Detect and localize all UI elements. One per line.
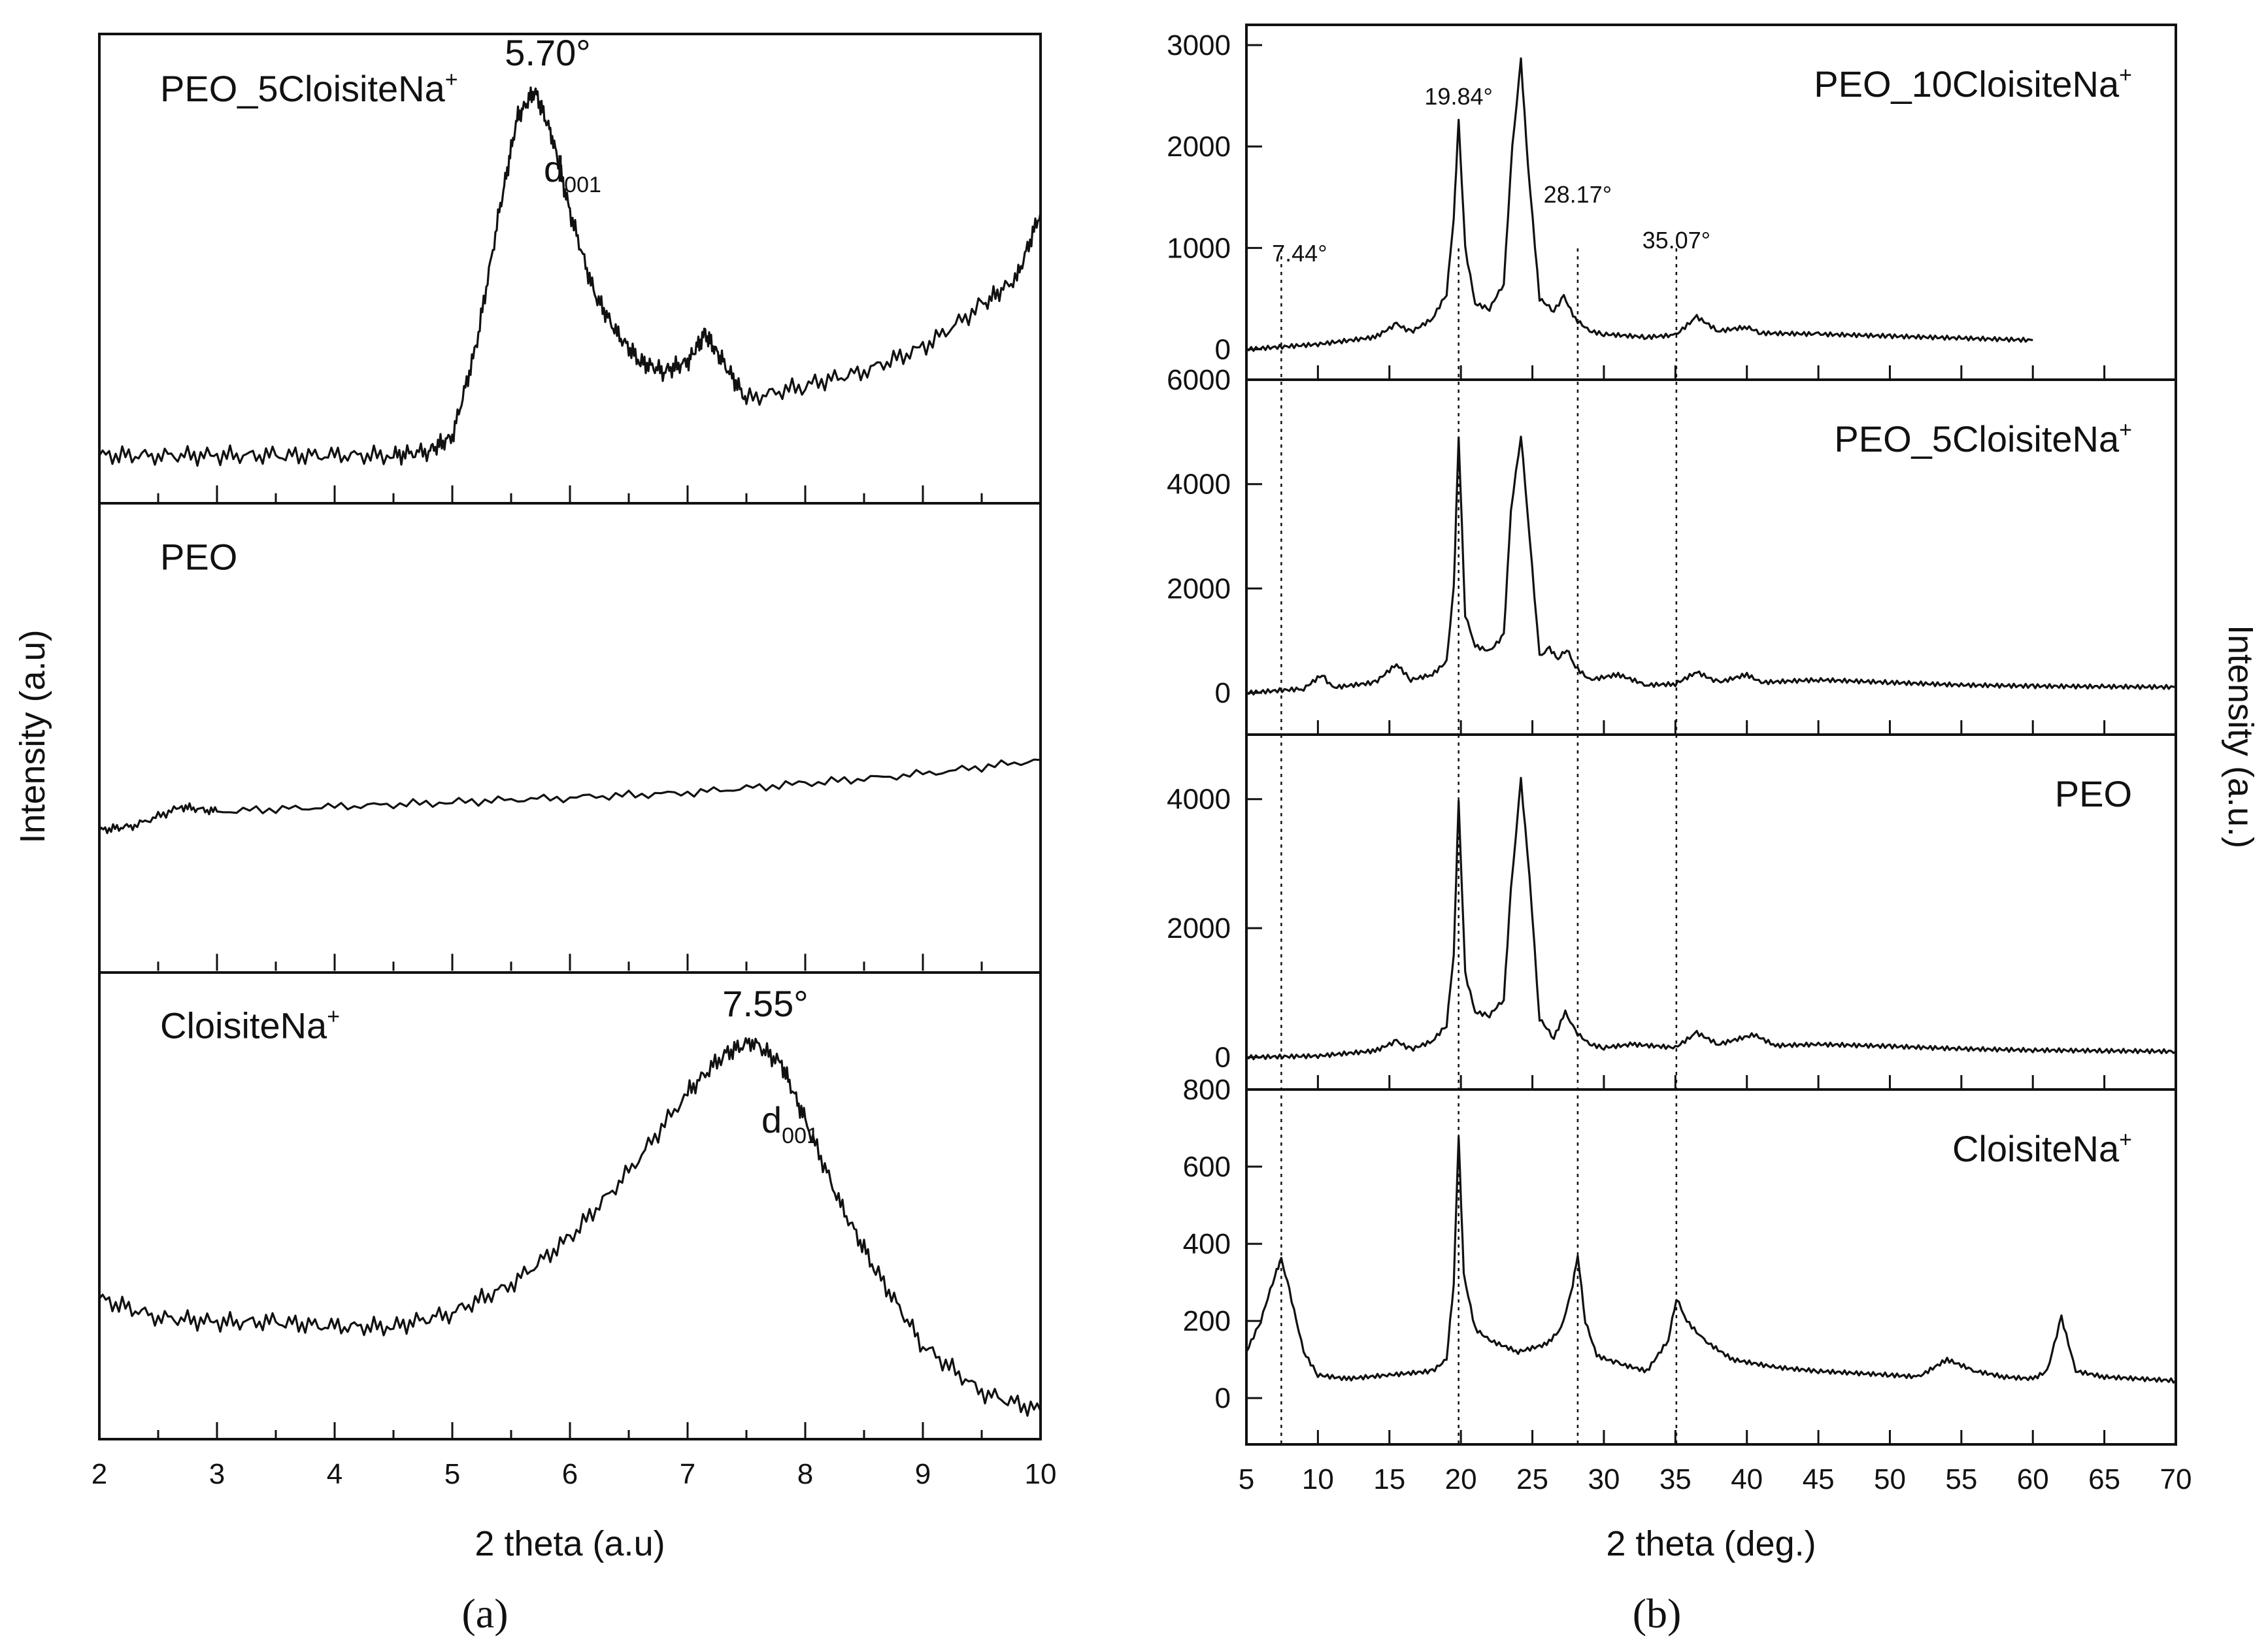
chart-b-x-tick-label: 20 (1445, 1463, 1477, 1495)
chart-b-y-tick-label: 600 (1183, 1151, 1231, 1183)
chart-a-x-tick-label: 2 (92, 1458, 107, 1490)
chart-a-x-tick-label: 8 (797, 1458, 813, 1490)
subplot-a-label: (a) (461, 1590, 508, 1637)
chart-b-x-tick-label: 10 (1302, 1463, 1334, 1495)
chart-b-y-tick-label: 4000 (1167, 469, 1231, 501)
chart-b-reference-label: 28.17° (1544, 181, 1612, 208)
chart-b-x-tick-label: 60 (2017, 1463, 2049, 1495)
chart-b-x-tick-label: 70 (2160, 1463, 2192, 1495)
chart-b-y-tick-label: 2000 (1167, 573, 1231, 605)
chart-b-x-tick-label: 35 (1659, 1463, 1692, 1495)
chart-b-x-tick-label: 50 (1874, 1463, 1906, 1495)
chart-b-y-tick-label: 6000 (1167, 364, 1231, 396)
chart-b: 0100020003000020004000600002000400002004… (1167, 24, 2260, 1637)
chart-b-x-tick-label: 55 (1945, 1463, 1977, 1495)
chart-a-x-tick-label: 7 (680, 1458, 695, 1490)
chart-a-x-tick-label: 4 (327, 1458, 342, 1490)
chart-b-xlabel: 2 theta (deg.) (1606, 1524, 1816, 1563)
chart-b-series-line (1246, 57, 2033, 352)
chart-b-panel-label: CloisiteNa+ (1952, 1127, 2132, 1169)
chart-b-y-tick-label: 0 (1215, 677, 1231, 709)
chart-a-panel-label: CloisiteNa+ (160, 1004, 340, 1046)
chart-b-panel-label: PEO_10CloisiteNa+ (1814, 63, 2132, 105)
chart-b-x-tick-label: 25 (1516, 1463, 1548, 1495)
chart-a-ylabel: Intensity (a.u) (13, 629, 52, 843)
chart-b-x-tick-label: 45 (1803, 1463, 1835, 1495)
chart-a-x-tick-label: 5 (444, 1458, 460, 1490)
chart-b-panel-label: PEO_5CloisiteNa+ (1834, 418, 2132, 459)
chart-b-y-tick-label: 0 (1215, 333, 1231, 365)
chart-b-x-tick-label: 40 (1731, 1463, 1763, 1495)
chart-b-x-tick-label: 30 (1588, 1463, 1620, 1495)
chart-a-panel-label: PEO (160, 537, 237, 578)
chart-b-panel-label: PEO (2055, 773, 2132, 814)
chart-a-x-tick-label: 10 (1025, 1458, 1057, 1490)
chart-b-y-tick-label: 1000 (1167, 232, 1231, 264)
chart-b-x-tick-label: 5 (1239, 1463, 1254, 1495)
chart-a-series-line (98, 86, 1042, 467)
chart-a-xlabel: 2 theta (a.u) (475, 1524, 665, 1563)
chart-a-panel-label: PEO_5CloisiteNa+ (160, 67, 458, 109)
chart-b-y-tick-label: 3000 (1167, 29, 1231, 61)
chart-b-series-line (1246, 776, 2176, 1061)
chart-b-y-tick-label: 0 (1215, 1042, 1231, 1074)
chart-a-peak-label: 7.55° (722, 983, 808, 1024)
chart-b-y-tick-label: 2000 (1167, 131, 1231, 163)
chart-a-x-tick-label: 6 (562, 1458, 578, 1490)
chart-a-d001-label: d001 (761, 1099, 819, 1148)
chart-a-peak-label: 5.70° (505, 32, 590, 73)
chart-b-series-line (1246, 435, 2176, 696)
chart-a: 2 3 4 5 6 7 8 9 10 PEO_5CloisiteNa+ 5.70° d001 PEO C… (13, 32, 1056, 1637)
chart-a-d001-label: d001 (544, 148, 601, 197)
chart-b-y-tick-label: 0 (1215, 1382, 1231, 1414)
chart-b-y-tick-label: 800 (1183, 1074, 1231, 1106)
chart-b-series-line (1245, 1135, 2176, 1384)
subplot-b-label: (b) (1633, 1590, 1682, 1637)
chart-b-ylabel: Intensity (a.u.) (2221, 625, 2260, 848)
chart-a-x-tick-label: 9 (915, 1458, 931, 1490)
chart-b-y-tick-label: 200 (1183, 1305, 1231, 1337)
chart-b-x-tick-label: 65 (2088, 1463, 2120, 1495)
chart-b-reference-label: 19.84° (1424, 83, 1492, 110)
chart-a-series-line (98, 758, 1041, 835)
chart-b-x-tick-label: 15 (1373, 1463, 1405, 1495)
chart-b-y-tick-label: 400 (1183, 1228, 1231, 1260)
chart-a-frame (98, 33, 1042, 1440)
chart-a-series-line (98, 1037, 1042, 1417)
chart-b-reference-label: 7.44° (1272, 240, 1327, 267)
chart-a-x-tick-label: 3 (209, 1458, 225, 1490)
chart-b-y-tick-label: 4000 (1167, 784, 1231, 816)
chart-b-y-tick-label: 2000 (1167, 912, 1231, 944)
chart-b-reference-label: 35.07° (1643, 227, 1710, 254)
